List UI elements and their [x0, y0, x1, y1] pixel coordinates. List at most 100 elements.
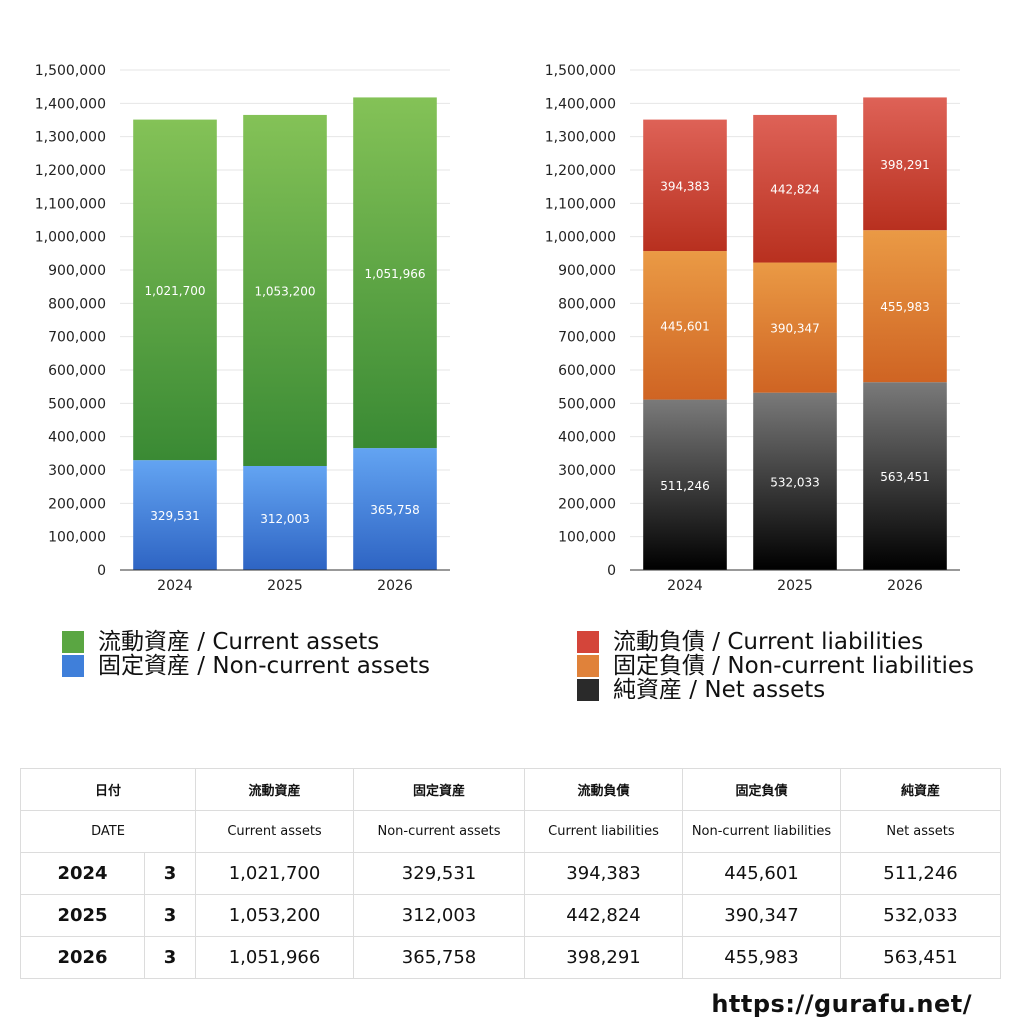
site-url: https://gurafu.net/	[711, 990, 972, 1018]
data-label: 1,051,966	[364, 267, 425, 281]
bar-segment	[133, 119, 217, 461]
data-label: 511,246	[660, 479, 710, 493]
header-cell: 固定資産	[353, 768, 526, 811]
value-cell: 394,383	[524, 852, 684, 895]
bar-segment	[353, 448, 437, 570]
header-cell: 純資産	[840, 768, 1002, 811]
y-tick-label: 1,500,000	[35, 63, 106, 79]
bar-segment	[243, 114, 327, 466]
x-tick-label: 2024	[667, 578, 703, 594]
table-header-row-en: DATE Current assets Non-current assets C…	[19, 810, 1002, 853]
y-tick-label: 1,100,000	[35, 196, 106, 212]
y-tick-label: 300,000	[48, 463, 106, 479]
balance-sheet-table: 日付 流動資産 固定資産 流動負債 固定負債 純資産 DATE Current …	[19, 768, 1002, 979]
bar-segment	[753, 114, 837, 263]
x-tick-label: 2026	[377, 578, 413, 594]
header-cell: Current assets	[195, 810, 355, 853]
legend-label: 流動負債 / Current liabilities	[613, 629, 924, 655]
legend-swatch	[62, 631, 84, 653]
data-label: 312,003	[260, 512, 310, 526]
y-tick-label: 600,000	[48, 363, 106, 379]
data-label: 398,291	[880, 158, 930, 172]
bar-segment	[863, 382, 947, 570]
value-cell: 1,051,966	[195, 936, 355, 979]
table-row: 2024 3 1,021,700 329,531 394,383 445,601…	[20, 852, 1002, 895]
bar-segment	[133, 460, 217, 570]
value-cell: 365,758	[353, 936, 526, 979]
year-cell: 2025	[20, 894, 145, 937]
legend-swatch	[577, 631, 599, 653]
data-label: 394,383	[660, 179, 710, 193]
data-label: 329,531	[150, 509, 200, 523]
bar-segment	[643, 251, 727, 400]
y-tick-label: 500,000	[558, 396, 616, 412]
bar-segment	[863, 97, 947, 231]
legend-swatch	[62, 655, 84, 677]
table-row: 2025 3 1,053,200 312,003 442,824 390,347…	[20, 894, 1002, 937]
y-tick-label: 400,000	[48, 430, 106, 446]
data-label: 563,451	[880, 470, 930, 484]
value-cell: 1,021,700	[195, 852, 355, 895]
value-cell: 1,053,200	[195, 894, 355, 937]
legend-label: 流動資産 / Current assets	[98, 629, 380, 655]
value-cell: 445,601	[682, 852, 842, 895]
bar-segment	[353, 97, 437, 449]
bar-segment	[753, 262, 837, 393]
liabilities-stacked-bar-chart: 0 100,000 200,000 300,000 400,000 500,000 600,…	[545, 63, 960, 594]
y-tick-label: 100,000	[558, 530, 616, 546]
y-tick-label: 1,400,000	[545, 96, 616, 112]
y-tick-label: 1,100,000	[545, 196, 616, 212]
table-header-row-jp: 日付 流動資産 固定資産 流動負債 固定負債 純資産	[19, 768, 1002, 811]
y-tick-label: 800,000	[48, 296, 106, 312]
x-tick-label: 2024	[157, 578, 193, 594]
count-cell: 3	[143, 894, 197, 937]
x-tick-label: 2026	[887, 578, 923, 594]
y-tick-label: 1,200,000	[35, 163, 106, 179]
y-tick-label: 800,000	[558, 296, 616, 312]
x-tick-label: 2025	[267, 578, 303, 594]
header-cell: 固定負債	[682, 768, 842, 811]
year-cell: 2026	[20, 936, 145, 979]
legend-swatch	[577, 655, 599, 677]
header-cell: Current liabilities	[524, 810, 684, 853]
data-label: 1,053,200	[254, 284, 315, 298]
y-tick-label: 400,000	[558, 430, 616, 446]
y-tick-label: 0	[97, 563, 106, 579]
y-tick-label: 1,300,000	[35, 130, 106, 146]
value-cell: 455,983	[682, 936, 842, 979]
legend-item-non-current-liabilities: 固定負債 / Non-current liabilities	[577, 654, 974, 678]
y-tick-label: 1,000,000	[35, 230, 106, 246]
legend-item-current-assets: 流動資産 / Current assets	[62, 630, 430, 654]
legend-item-current-liabilities: 流動負債 / Current liabilities	[577, 630, 974, 654]
bar-segment	[753, 392, 837, 570]
legend-item-non-current-assets: 固定資産 / Non-current assets	[62, 654, 430, 678]
count-cell: 3	[143, 936, 197, 979]
x-tick-label: 2025	[777, 578, 813, 594]
legend-label: 純資産 / Net assets	[613, 677, 826, 703]
legend-label: 固定資産 / Non-current assets	[98, 653, 431, 679]
value-cell: 312,003	[353, 894, 526, 937]
count-cell: 3	[143, 852, 197, 895]
header-cell: 日付	[19, 768, 197, 811]
y-tick-label: 900,000	[48, 263, 106, 279]
assets-stacked-bar-chart: 0 100,000 200,000 300,000 400,000 500,000 600,…	[35, 63, 450, 594]
y-tick-label: 1,400,000	[35, 96, 106, 112]
value-cell: 442,824	[524, 894, 684, 937]
value-cell: 563,451	[840, 936, 1002, 979]
y-tick-label: 200,000	[48, 496, 106, 512]
y-tick-label: 1,000,000	[545, 230, 616, 246]
y-tick-label: 1,300,000	[545, 130, 616, 146]
y-tick-label: 300,000	[558, 463, 616, 479]
data-label: 1,021,700	[144, 284, 205, 298]
header-cell: Non-current liabilities	[682, 810, 842, 853]
legend-item-net-assets: 純資産 / Net assets	[577, 678, 974, 702]
y-tick-label: 700,000	[48, 330, 106, 346]
data-label: 390,347	[770, 322, 820, 336]
value-cell: 511,246	[840, 852, 1002, 895]
legend-assets: 流動資産 / Current assets 固定資産 / Non-current…	[62, 630, 430, 678]
value-cell: 390,347	[682, 894, 842, 937]
header-cell: 流動負債	[524, 768, 684, 811]
data-label: 455,983	[880, 300, 930, 314]
year-cell: 2024	[20, 852, 145, 895]
value-cell: 398,291	[524, 936, 684, 979]
